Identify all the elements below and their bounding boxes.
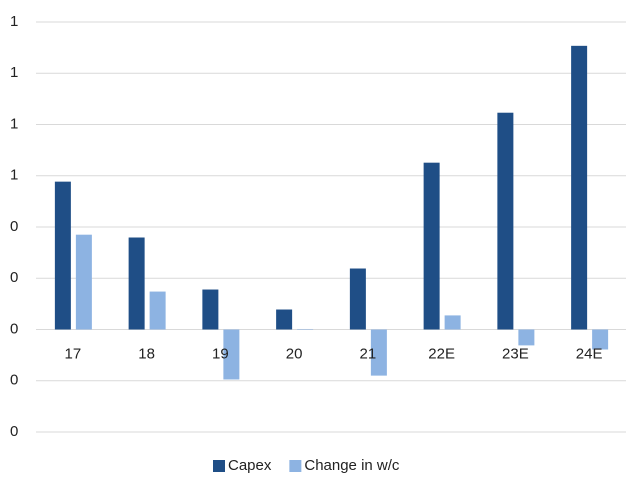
bar <box>276 309 293 330</box>
y-tick-label: 0 <box>10 320 18 337</box>
x-tick-label: 17 <box>65 345 82 362</box>
x-tick-label: 23E <box>502 345 529 362</box>
bar <box>518 329 535 346</box>
x-tick-label: 20 <box>286 345 303 362</box>
bar <box>297 328 314 330</box>
bar <box>202 289 219 330</box>
y-tick-label: 1 <box>10 167 18 184</box>
y-tick-label: 0 <box>10 218 18 235</box>
bar <box>149 291 166 330</box>
bar <box>223 329 240 380</box>
legend-swatch <box>213 460 225 472</box>
y-tick-label: 0 <box>10 423 18 440</box>
x-tick-label: 24E <box>576 345 603 362</box>
bar <box>75 234 92 330</box>
bar <box>423 162 440 330</box>
x-tick-label: 19 <box>212 345 229 362</box>
bar <box>497 112 514 330</box>
y-tick-label: 1 <box>10 64 18 81</box>
y-tick-label: 0 <box>10 269 18 286</box>
legend-label: Change in w/c <box>304 457 400 474</box>
x-tick-label: 21 <box>360 345 377 362</box>
bar <box>54 181 71 330</box>
bar <box>349 268 366 330</box>
y-tick-label: 0 <box>10 372 18 389</box>
y-tick-label: 1 <box>10 115 18 132</box>
bar <box>571 45 588 330</box>
legend-swatch <box>289 460 302 472</box>
y-tick-label: 1 <box>10 13 18 30</box>
bar <box>128 237 145 330</box>
bar <box>444 315 461 330</box>
legend-label: Capex <box>228 457 272 474</box>
x-tick-label: 22E <box>428 345 455 362</box>
bar <box>370 329 387 376</box>
x-tick-label: 18 <box>138 345 155 362</box>
bar <box>592 329 609 350</box>
